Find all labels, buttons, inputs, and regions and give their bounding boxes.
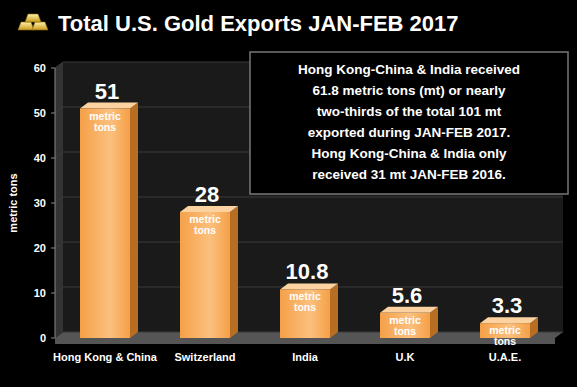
tick-label: 20 (34, 242, 46, 254)
bar (380, 313, 430, 338)
tick-label: 0 (40, 332, 46, 344)
data-label: 28 (195, 182, 219, 207)
title: Total U.S. Gold Exports JAN-FEB 2017 (58, 11, 459, 36)
bar-side (130, 103, 138, 339)
tick-mark (51, 158, 55, 159)
tick-mark (51, 248, 55, 249)
gold-icon (18, 14, 48, 30)
gold-bar-icon (18, 22, 34, 30)
y-axis-line (55, 68, 56, 338)
gold-bar-icon (32, 22, 48, 30)
category-label: Hong Kong & China (53, 351, 158, 363)
annotation: Hong Kong-China & India received (298, 62, 520, 77)
unit-word: tons (294, 301, 316, 313)
bar-side (330, 283, 338, 338)
annotation-box (250, 52, 568, 194)
bar (280, 289, 330, 338)
annotation: 61.8 metric tons (mt) or nearly (313, 83, 506, 98)
tick-mark (51, 113, 55, 114)
unit-word: tons (94, 121, 116, 133)
bar-side (230, 206, 238, 338)
tick-mark (51, 203, 55, 204)
unit-word: tons (394, 325, 416, 337)
data-label: 3.3 (492, 293, 523, 318)
data-label-unit: metrictons (89, 110, 121, 133)
data-label: 10.8 (286, 259, 329, 284)
bar (80, 109, 130, 339)
annotation: Hong Kong-China & India only (312, 146, 507, 161)
data-label-unit: metrictons (189, 213, 221, 236)
data-label: 51 (95, 79, 119, 104)
category-label: Switzerland (174, 351, 235, 363)
bar (180, 212, 230, 338)
category-label: U.A.E. (489, 351, 521, 363)
category-label: U.K (396, 351, 415, 363)
tick-label: 10 (34, 287, 46, 299)
unit-word: tons (494, 335, 516, 347)
chart: Total U.S. Gold Exports JAN-FEB 2017 0 10 2… (0, 0, 577, 387)
annotation: two-thirds of the total 101 mt (317, 104, 502, 119)
data-label-unit: metrictons (289, 290, 321, 313)
annotation: received 31 mt JAN-FEB 2016. (312, 167, 506, 182)
y-axis-label: metric tons (7, 173, 19, 232)
tick-mark (51, 68, 55, 69)
tick-label: 50 (34, 107, 46, 119)
data-label: 5.6 (392, 283, 423, 308)
tick-label: 30 (34, 197, 46, 209)
annotation: exported during JAN-FEB 2017. (308, 125, 511, 140)
tick-label: 60 (34, 62, 46, 74)
bars (80, 103, 538, 339)
data-label-unit: metrictons (489, 324, 521, 347)
unit-word: tons (194, 224, 216, 236)
category-label: India (292, 351, 319, 363)
data-label-unit: metrictons (389, 314, 421, 337)
tick-label: 40 (34, 152, 46, 164)
tick-mark (51, 338, 55, 339)
tick-mark (51, 293, 55, 294)
gold-bar-icon (25, 14, 41, 22)
